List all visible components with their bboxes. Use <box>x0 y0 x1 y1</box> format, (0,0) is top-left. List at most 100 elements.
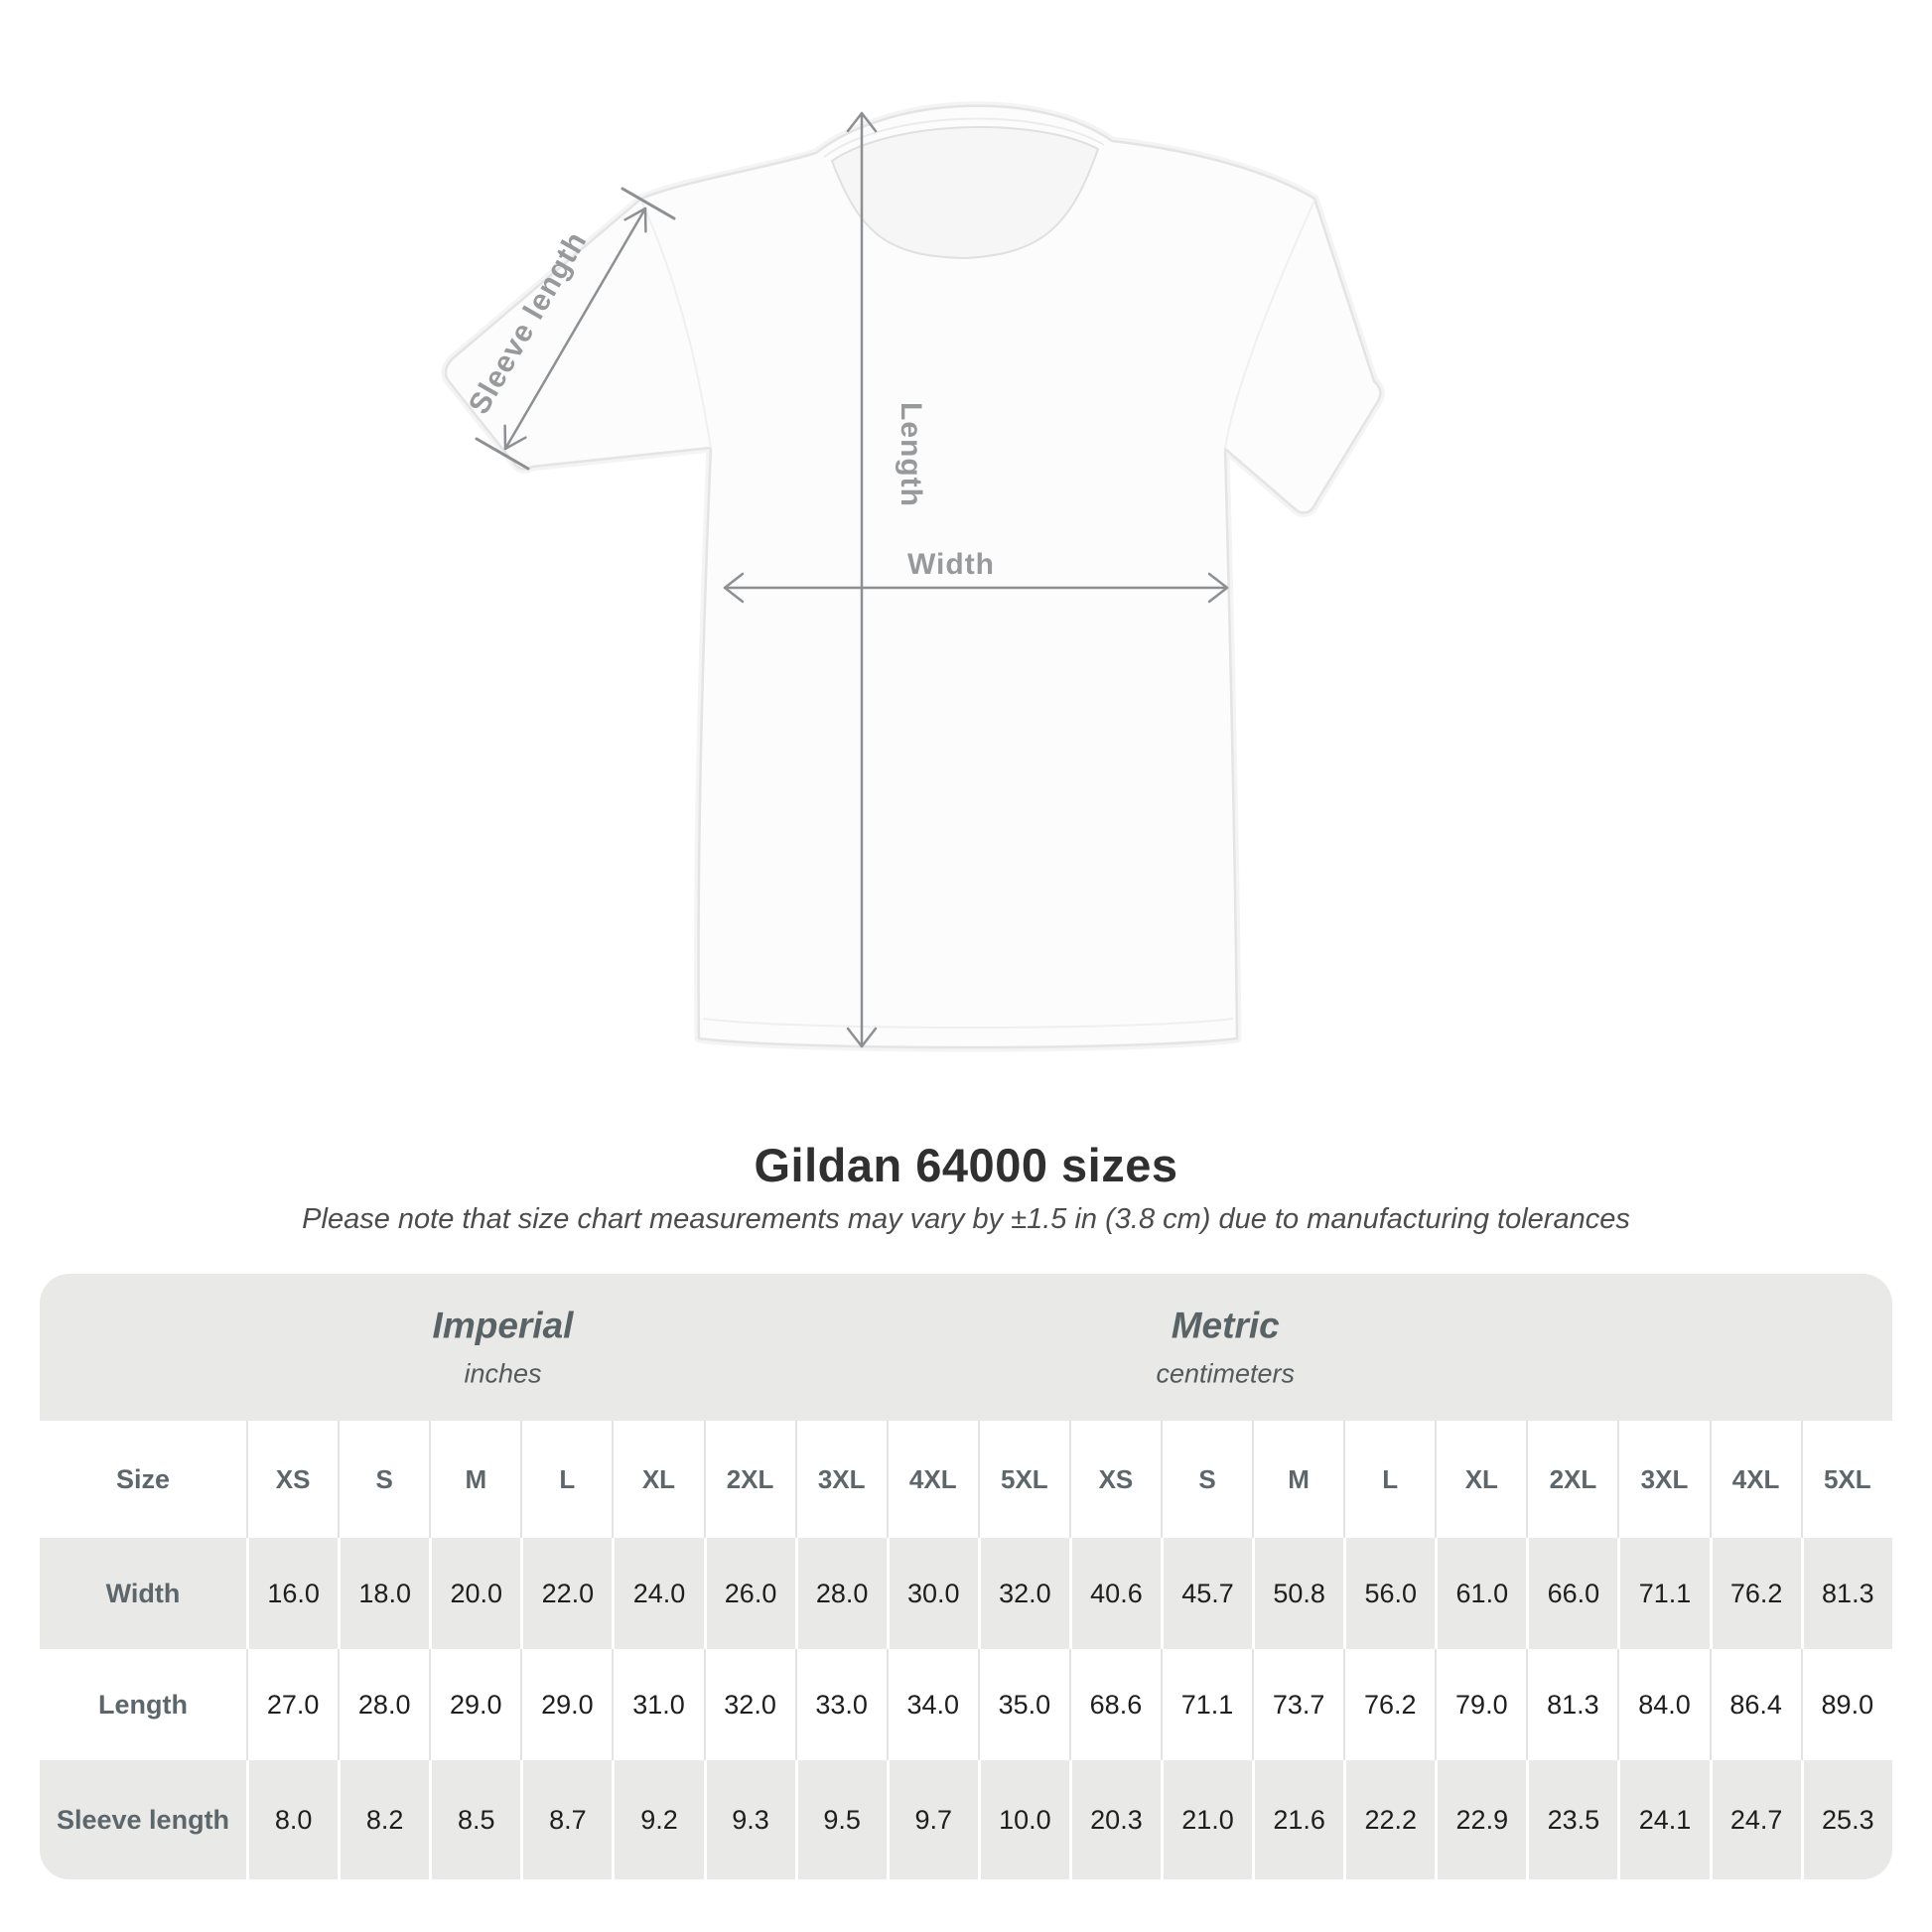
measurement-row-label: Sleeve length <box>56 1804 230 1835</box>
measurement-value: 35.0 <box>977 1649 1069 1760</box>
measurement-value: 22.2 <box>1343 1760 1435 1879</box>
width-label: Width <box>907 548 995 581</box>
measurement-value: 21.6 <box>1252 1760 1343 1879</box>
measurement-value: 71.1 <box>1617 1538 1709 1649</box>
measurement-value: 21.0 <box>1160 1760 1252 1879</box>
measurement-value: 22.9 <box>1435 1760 1526 1879</box>
chart-subtitle: Please note that size chart measurements… <box>302 1203 1630 1235</box>
size-col-header: 2XL <box>1526 1421 1617 1538</box>
measurement-value: 76.2 <box>1709 1538 1801 1649</box>
measurement-value: 10.0 <box>977 1760 1069 1879</box>
imperial-unit: inches <box>464 1358 542 1389</box>
measurement-value: 81.3 <box>1526 1649 1617 1760</box>
measurement-value: 56.0 <box>1343 1538 1435 1649</box>
measurement-value: 28.0 <box>338 1649 429 1760</box>
size-table-card: Imperial inches Metric centimeters Size X… <box>40 1274 1892 1879</box>
measurement-row-label: Length <box>98 1689 189 1720</box>
measurement-value: 29.0 <box>520 1649 612 1760</box>
units-header-band: Imperial inches Metric centimeters <box>40 1274 1892 1421</box>
measurement-value: 50.8 <box>1252 1538 1343 1649</box>
measurement-value: 22.0 <box>520 1538 612 1649</box>
size-col-header: L <box>520 1421 612 1538</box>
metric-unit: centimeters <box>1156 1358 1296 1389</box>
size-col-header: S <box>338 1421 429 1538</box>
measurement-row-label: Width <box>105 1578 181 1608</box>
measurement-value: 20.0 <box>429 1538 520 1649</box>
size-header-row: Size XS S M L XL 2XL 3XL 4XL 5XL XS S M L XL 2XL 3XL 4XL 5… <box>40 1421 1892 1538</box>
length-label: Length <box>895 402 927 507</box>
imperial-title: Imperial <box>432 1305 574 1346</box>
measurement-value: 32.0 <box>977 1538 1069 1649</box>
measurement-value: 89.0 <box>1800 1649 1892 1760</box>
size-col-header: 5XL <box>977 1421 1069 1538</box>
metric-title: Metric <box>1171 1305 1280 1346</box>
measurement-value: 27.0 <box>246 1649 338 1760</box>
measurement-value: 79.0 <box>1435 1649 1526 1760</box>
sleeve-length-arrow <box>475 187 676 471</box>
measurement-row: Length 27.0 28.0 29.0 29.0 31.0 32.0 33.0 34.0 35… <box>40 1649 1892 1760</box>
size-col-header: 2XL <box>703 1421 795 1538</box>
length-arrow <box>846 111 878 1048</box>
size-table: Size XS S M L XL 2XL 3XL 4XL 5XL XS S M L XL 2XL 3XL 4XL 5… <box>40 1421 1892 1879</box>
measurement-value: 18.0 <box>338 1538 429 1649</box>
measurement-value: 24.7 <box>1709 1760 1801 1879</box>
size-col-header: XS <box>246 1421 338 1538</box>
measurement-value: 20.3 <box>1068 1760 1161 1879</box>
size-col-header: XL <box>1435 1421 1526 1538</box>
measurement-value: 8.5 <box>429 1760 520 1879</box>
measurement-value: 9.3 <box>703 1760 795 1879</box>
width-arrow <box>723 572 1229 604</box>
measurement-value: 23.5 <box>1526 1760 1617 1879</box>
size-col-header: 3XL <box>1617 1421 1709 1538</box>
measurement-value: 30.0 <box>886 1538 978 1649</box>
measurement-value: 9.7 <box>886 1760 978 1879</box>
measurement-value: 26.0 <box>703 1538 795 1649</box>
measurement-value: 68.6 <box>1068 1649 1161 1760</box>
measurement-value: 24.1 <box>1617 1760 1709 1879</box>
size-col-header: 5XL <box>1800 1421 1892 1538</box>
measurement-value: 61.0 <box>1435 1538 1526 1649</box>
size-col-header: 4XL <box>886 1421 978 1538</box>
size-col-header: S <box>1160 1421 1252 1538</box>
measurement-value: 76.2 <box>1343 1649 1435 1760</box>
size-col-header: XL <box>612 1421 703 1538</box>
measurement-value: 31.0 <box>612 1649 703 1760</box>
measurement-value: 66.0 <box>1526 1538 1617 1649</box>
size-column-header: Size <box>116 1463 171 1494</box>
measurement-value: 9.2 <box>612 1760 703 1879</box>
size-col-header: 3XL <box>794 1421 887 1538</box>
size-col-header: M <box>429 1421 520 1538</box>
measurement-value: 24.0 <box>612 1538 703 1649</box>
measurement-value: 8.7 <box>520 1760 612 1879</box>
tshirt-collar <box>830 126 1100 260</box>
tshirt-illustration <box>441 101 1385 1052</box>
measurement-value: 25.3 <box>1800 1760 1892 1879</box>
measurement-value: 86.4 <box>1709 1649 1801 1760</box>
measurement-value: 40.6 <box>1068 1538 1161 1649</box>
size-col-header: L <box>1343 1421 1435 1538</box>
size-col-header: M <box>1252 1421 1343 1538</box>
imperial-unit-heading: Imperial inches <box>433 1306 574 1390</box>
tshirt-body <box>444 104 1382 1049</box>
measurement-value: 8.2 <box>338 1760 429 1879</box>
measurement-value: 16.0 <box>246 1538 338 1649</box>
measurement-value: 71.1 <box>1160 1649 1252 1760</box>
metric-unit-heading: Metric centimeters <box>1156 1306 1295 1390</box>
measurement-row: Sleeve length 8.0 8.2 8.5 8.7 9.2 9.3 9.5 9.7 10.… <box>40 1760 1892 1879</box>
tshirt-measurement-diagram: Sleeve length Length Width <box>441 101 1385 1052</box>
size-col-header: 4XL <box>1709 1421 1801 1538</box>
measurement-value: 45.7 <box>1160 1538 1252 1649</box>
measurement-value: 8.0 <box>246 1760 338 1879</box>
measurement-row: Width 16.0 18.0 20.0 22.0 24.0 26.0 28.0 30.0 32.… <box>40 1538 1892 1649</box>
measurement-value: 81.3 <box>1800 1538 1892 1649</box>
chart-title: Gildan 64000 sizes <box>754 1139 1178 1191</box>
measurement-value: 84.0 <box>1617 1649 1709 1760</box>
size-col-header: XS <box>1068 1421 1161 1538</box>
measurement-value: 73.7 <box>1252 1649 1343 1760</box>
measurement-value: 9.5 <box>794 1760 887 1879</box>
measurement-value: 33.0 <box>794 1649 887 1760</box>
measurement-value: 34.0 <box>886 1649 978 1760</box>
measurement-value: 32.0 <box>703 1649 795 1760</box>
measurement-value: 28.0 <box>794 1538 887 1649</box>
